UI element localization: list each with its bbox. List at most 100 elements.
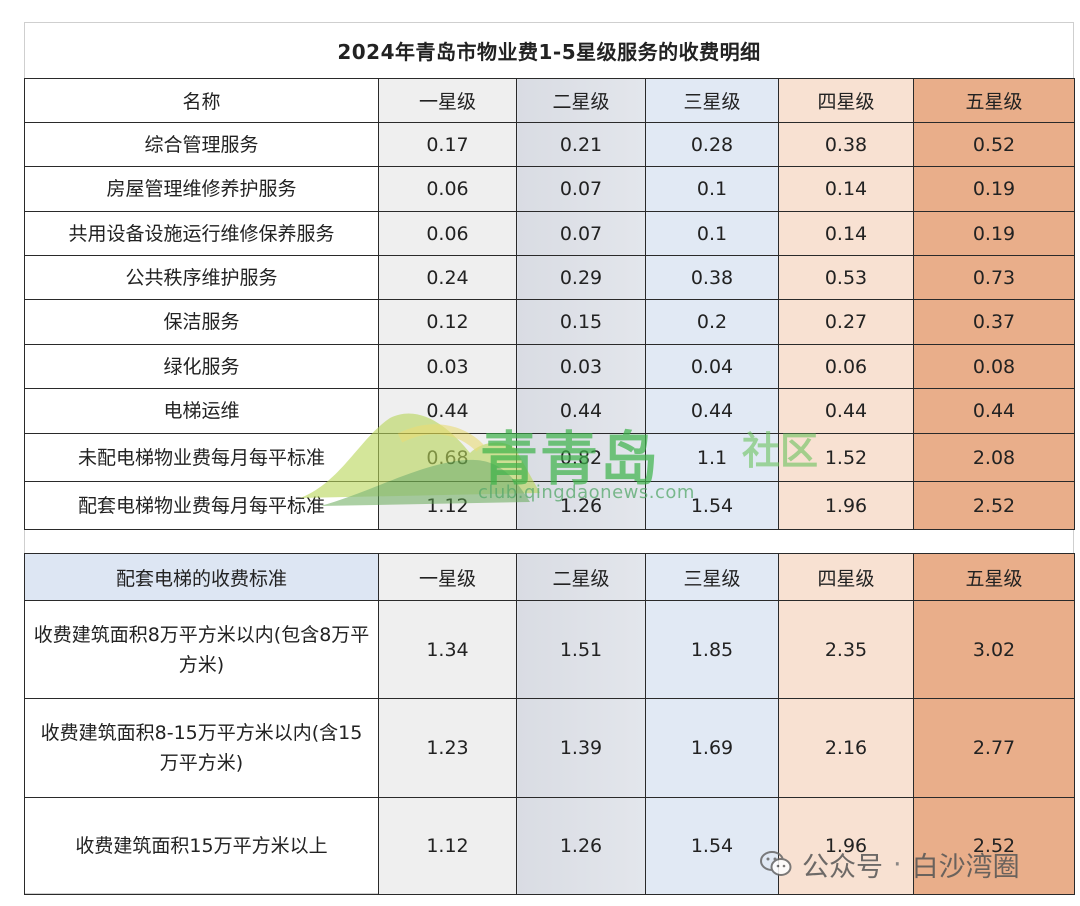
table-row: 公共秩序维护服务 0.24 0.29 0.38 0.53 0.73 [24,255,1075,300]
fee-value-cell: 0.21 [516,122,646,167]
fee-value-cell: 0.07 [516,211,646,256]
fee-value-cell: 0.1 [645,166,779,212]
fee-value-cell: 0.29 [516,255,646,300]
row-name-cell: 未配电梯物业费每月每平标准 [24,433,379,482]
fee-value-cell: 0.03 [516,344,646,389]
fee-value-cell: 0.04 [645,344,779,389]
table-row: 房屋管理维修养护服务 0.06 0.07 0.1 0.14 0.19 [24,166,1075,212]
fee-value-cell: 0.44 [778,388,914,434]
fee-value-cell: 1.12 [378,481,517,530]
fee-value-cell: 1.54 [645,797,779,895]
fee-value-cell: 0.12 [378,299,517,345]
row-name-cell: 房屋管理维修养护服务 [24,166,379,212]
fee-value-cell: 0.28 [645,122,779,167]
fee-value-cell: 2.52 [913,481,1075,530]
table-row: 保洁服务 0.12 0.15 0.2 0.27 0.37 [24,299,1075,345]
fee-value-cell: 0.27 [778,299,914,345]
fee-value-cell: 1.26 [516,797,646,895]
fee-value-cell: 1.1 [645,433,779,482]
fee-value-cell: 0.03 [378,344,517,389]
table-row: 收费建筑面积8万平方米以内(包含8万平方米) 1.34 1.51 1.85 2.35 3.… [24,600,1075,699]
header-star-cell: 四星级 [778,78,914,123]
elevator-fee-table: 配套电梯的收费标准 一星级 二星级 三星级 四星级 五星级 收费建筑面积8万平方米以内(包含… [24,553,1075,895]
fee-value-cell: 0.07 [516,166,646,212]
table-header-row: 配套电梯的收费标准 一星级 二星级 三星级 四星级 五星级 [24,553,1075,601]
header-star-cell: 三星级 [645,553,779,601]
fee-value-cell: 1.96 [778,481,914,530]
row-name-cell: 收费建筑面积8万平方米以内(包含8万平方米) [24,600,379,699]
table-row: 综合管理服务 0.17 0.21 0.28 0.38 0.52 [24,122,1075,167]
fee-value-cell: 1.54 [645,481,779,530]
fee-value-cell: 2.77 [913,698,1075,798]
row-name-cell: 公共秩序维护服务 [24,255,379,300]
fee-value-cell: 0.2 [645,299,779,345]
fee-value-cell: 0.53 [778,255,914,300]
fee-value-cell: 0.19 [913,211,1075,256]
fee-value-cell: 0.15 [516,299,646,345]
fee-value-cell: 0.1 [645,211,779,256]
fee-value-cell: 0.17 [378,122,517,167]
fee-value-cell: 1.51 [516,600,646,699]
table-row: 收费建筑面积15万平方米以上 1.12 1.26 1.54 1.96 2.52 [24,797,1075,895]
table-row: 配套电梯物业费每月每平标准 1.12 1.26 1.54 1.96 2.52 [24,481,1075,530]
fee-value-cell: 0.44 [516,388,646,434]
table-row: 电梯运维 0.44 0.44 0.44 0.44 0.44 [24,388,1075,434]
row-name-cell: 配套电梯物业费每月每平标准 [24,481,379,530]
fee-value-cell: 0.19 [913,166,1075,212]
row-name-cell: 收费建筑面积8-15万平方米以内(含15万平方米) [24,698,379,798]
table-row: 收费建筑面积8-15万平方米以内(含15万平方米) 1.23 1.39 1.69 2.1… [24,698,1075,798]
fee-value-cell: 0.06 [378,166,517,212]
header-name-cell: 配套电梯的收费标准 [24,553,379,601]
fee-value-cell: 1.52 [778,433,914,482]
table-row: 共用设备设施运行维修保养服务 0.06 0.07 0.1 0.14 0.19 [24,211,1075,256]
header-star-cell: 一星级 [378,553,517,601]
header-star-cell: 二星级 [516,553,646,601]
header-star-cell: 三星级 [645,78,779,123]
fee-value-cell: 1.85 [645,600,779,699]
fee-value-cell: 1.96 [778,797,914,895]
fee-value-cell: 1.39 [516,698,646,798]
row-name-cell: 电梯运维 [24,388,379,434]
row-name-cell: 综合管理服务 [24,122,379,167]
table-row: 未配电梯物业费每月每平标准 0.68 0.82 1.1 1.52 2.08 [24,433,1075,482]
table-header-row: 名称 一星级 二星级 三星级 四星级 五星级 [24,78,1075,123]
header-star-cell: 四星级 [778,553,914,601]
fee-value-cell: 0.73 [913,255,1075,300]
fee-value-cell: 0.06 [778,344,914,389]
fee-value-cell: 0.52 [913,122,1075,167]
fee-value-cell: 0.44 [913,388,1075,434]
fee-value-cell: 0.14 [778,211,914,256]
table-row: 绿化服务 0.03 0.03 0.04 0.06 0.08 [24,344,1075,389]
header-star-cell: 五星级 [913,553,1075,601]
fee-value-cell: 2.35 [778,600,914,699]
row-name-cell: 共用设备设施运行维修保养服务 [24,211,379,256]
fee-value-cell: 0.44 [645,388,779,434]
fee-value-cell: 0.82 [516,433,646,482]
fee-value-cell: 0.37 [913,299,1075,345]
row-name-cell: 保洁服务 [24,299,379,345]
row-name-cell: 收费建筑面积15万平方米以上 [24,797,379,895]
fee-value-cell: 0.44 [378,388,517,434]
fee-value-cell: 0.24 [378,255,517,300]
header-star-cell: 一星级 [378,78,517,123]
fee-value-cell: 1.23 [378,698,517,798]
page-title: 2024年青岛市物业费1-5星级服务的收费明细 [337,39,761,64]
fee-value-cell: 0.38 [778,122,914,167]
fee-value-cell: 0.08 [913,344,1075,389]
fee-value-cell: 1.12 [378,797,517,895]
fee-value-cell: 0.38 [645,255,779,300]
fee-value-cell: 1.26 [516,481,646,530]
fee-value-cell: 1.34 [378,600,517,699]
fee-value-cell: 3.02 [913,600,1075,699]
fee-value-cell: 0.06 [378,211,517,256]
fee-value-cell: 0.14 [778,166,914,212]
fee-value-cell: 0.68 [378,433,517,482]
header-name-cell: 名称 [24,78,379,123]
fee-detail-table: 名称 一星级 二星级 三星级 四星级 五星级 综合管理服务 0.17 0.21 0.28 0.38 0… [24,78,1075,530]
fee-value-cell: 2.52 [913,797,1075,895]
fee-value-cell: 1.69 [645,698,779,798]
header-star-cell: 二星级 [516,78,646,123]
fee-value-cell: 2.08 [913,433,1075,482]
fee-value-cell: 2.16 [778,698,914,798]
header-star-cell: 五星级 [913,78,1075,123]
